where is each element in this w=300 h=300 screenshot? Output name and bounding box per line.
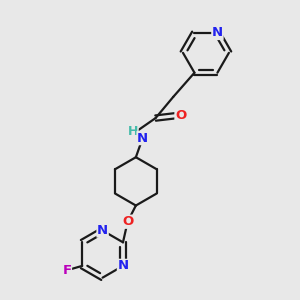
Text: N: N bbox=[97, 224, 108, 237]
Text: F: F bbox=[62, 264, 71, 277]
Text: N: N bbox=[117, 260, 129, 272]
Text: H: H bbox=[128, 125, 138, 138]
Text: O: O bbox=[175, 109, 186, 122]
Text: N: N bbox=[137, 132, 148, 145]
Text: N: N bbox=[212, 26, 223, 39]
Text: O: O bbox=[122, 215, 133, 228]
